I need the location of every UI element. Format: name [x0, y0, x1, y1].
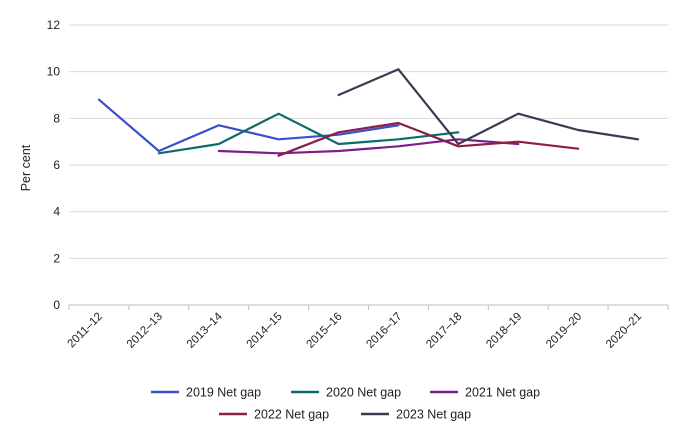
legend-label: 2022 Net gap: [254, 408, 329, 422]
legend-item: 2023 Net gap: [361, 408, 471, 422]
x-tick-label: 2015–16: [305, 311, 345, 351]
gridlines: [69, 24, 668, 306]
legend-label: 2020 Net gap: [326, 386, 401, 400]
series-lines: [97, 68, 640, 157]
x-tick-label: 2012–13: [125, 311, 165, 351]
x-tick-label: 2014–15: [245, 311, 285, 351]
legend-label: 2021 Net gap: [465, 386, 540, 400]
x-tick-label: 2016–17: [364, 311, 404, 351]
y-axis-ticks: 0 2 4 6 8 10 12: [47, 18, 61, 312]
legend-label: 2023 Net gap: [396, 408, 471, 422]
legend-item: 2021 Net gap: [430, 386, 540, 400]
y-tick-label: 6: [53, 158, 60, 172]
series-line-4: [337, 68, 640, 146]
series-line-0: [97, 98, 400, 153]
legend-item: 2022 Net gap: [219, 408, 329, 422]
legend-item: 2020 Net gap: [291, 386, 401, 400]
series-line-3: [277, 121, 580, 157]
x-axis: 2011–12 2012–13 2013–14 2014–15 2015–16 2016–…: [66, 305, 669, 351]
y-tick-label: 0: [53, 298, 60, 312]
y-tick-label: 4: [53, 205, 60, 219]
x-tick-label: 2019–20: [544, 311, 584, 351]
legend-label: 2019 Net gap: [186, 386, 261, 400]
y-axis-title: Per cent: [19, 144, 33, 191]
y-tick-label: 8: [53, 111, 60, 125]
legend-item: 2019 Net gap: [151, 386, 261, 400]
x-tick-label: 2020–21: [604, 311, 644, 351]
x-tick-label: 2018–19: [484, 311, 524, 351]
y-tick-label: 10: [47, 65, 61, 79]
y-tick-label: 2: [53, 251, 60, 265]
x-tick-label: 2013–14: [185, 310, 226, 351]
legend: 2019 Net gap 2020 Net gap 2021 Net gap 2022…: [151, 386, 540, 422]
series-line-1: [157, 112, 460, 155]
x-tick-label: 2017–18: [424, 311, 464, 351]
y-tick-label: 12: [47, 18, 61, 32]
x-tick-label: 2011–12: [66, 311, 106, 351]
